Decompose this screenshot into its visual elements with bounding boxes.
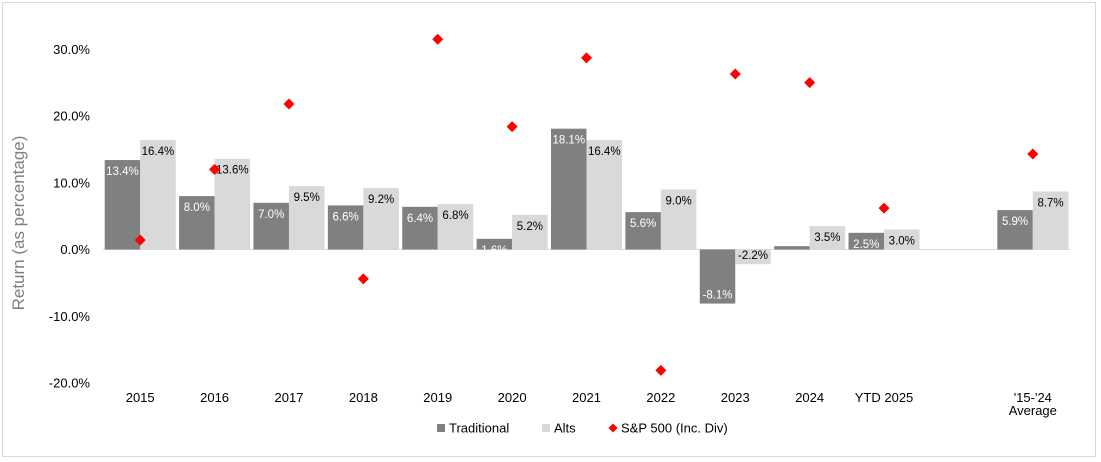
alts-bar [363,188,399,250]
alts-bar [586,140,622,250]
traditional-data-label: 8.0% [184,202,210,214]
sp500-marker [209,163,221,175]
alts-data-label: 9.2% [368,194,394,206]
traditional-data-label: 18.1% [552,135,585,147]
x-tick-label: 2022 [646,390,675,405]
x-tick-label: YTD 2025 [855,390,914,405]
traditional-data-label: 1.6% [481,245,507,257]
legend: Traditional Alts S&P 500 (Inc. Div) [437,421,728,436]
traditional-bar [848,232,885,250]
y-tick-label: -10.0% [49,309,91,324]
x-tick-label: 2016 [200,390,229,405]
sp500-marker [357,273,369,285]
alts-bar [809,226,846,250]
legend-swatch [437,424,445,432]
sp500-marker [729,68,741,80]
traditional-data-label: 6.6% [332,211,358,223]
sp500-marker [804,77,816,89]
y-tick-label: 0.0% [60,242,90,257]
traditional-bar [476,238,513,250]
traditional-data-label: -8.1% [702,290,732,302]
alts-data-label: 5.2% [517,221,543,233]
alts-data-label: 3.0% [889,235,915,247]
alts-bar [735,249,771,265]
x-tick-label: '15-'24 [1014,390,1052,405]
x-tick-label: 2023 [721,390,750,405]
x-tick-label: Average [1009,403,1057,418]
alts-data-label: 8.7% [1037,197,1063,209]
y-tick-label: 10.0% [53,175,90,190]
legend-swatch [608,423,618,433]
traditional-bar [551,128,587,250]
traditional-data-label: 2.5% [853,239,879,251]
alts-bar [1032,191,1069,250]
x-tick-label: 2020 [498,390,527,405]
x-tick-label: 2021 [572,390,601,405]
traditional-data-label: 6.4% [407,213,433,225]
y-tick-label: 20.0% [53,109,90,124]
alts-bar [140,140,176,250]
x-tick-label: 2019 [423,390,452,405]
traditional-data-label: 5.9% [1002,216,1028,228]
traditional-data-label: 0.5% [779,252,805,264]
y-tick-label: -20.0% [49,376,91,391]
sp500-marker [581,52,592,64]
traditional-bar [104,160,141,250]
traditional-data-label: 13.4% [106,166,139,178]
alts-bar [884,229,920,250]
traditional-bar [625,212,661,250]
traditional-data-label: 7.0% [258,209,284,221]
x-tick-label: 2024 [795,390,824,405]
traditional-bar [253,202,289,250]
alts-bar [214,158,251,250]
alts-bar [512,214,548,250]
alts-data-label: 3.5% [814,232,840,244]
traditional-bar [327,205,364,250]
traditional-bar [699,249,736,304]
traditional-bar [997,210,1033,250]
alts-bar [660,189,697,250]
alts-bar [288,186,325,250]
alts-data-label: 16.4% [588,146,621,158]
alts-data-label: 9.5% [294,192,320,204]
legend-swatch [542,424,550,432]
alts-data-label: 6.8% [442,210,468,222]
sp500-marker [655,364,667,376]
sp500-marker [134,234,146,246]
legend-label: S&P 500 (Inc. Div) [621,421,728,436]
sp500-marker [283,98,295,110]
traditional-bar [179,196,215,250]
traditional-bar [774,246,810,250]
y-axis-label: Return (as percentage) [9,136,28,311]
legend-label: Traditional [449,421,509,436]
sp500-marker [1027,148,1039,160]
sp500-marker [432,33,444,45]
alts-bar [437,204,474,250]
alts-data-label: -2.2% [738,250,768,262]
legend-label: Alts [554,421,576,436]
x-tick-label: 2018 [349,390,378,405]
sp500-marker [878,202,890,214]
alts-data-label: 13.6% [216,165,249,177]
traditional-bar [402,206,438,250]
x-tick-label: 2015 [126,390,155,405]
y-tick-label: 30.0% [53,42,90,57]
x-tick-label: 2017 [275,390,304,405]
traditional-data-label: 5.6% [630,218,656,230]
alts-data-label: 16.4% [142,146,175,158]
sp500-marker [506,121,518,133]
alts-data-label: 9.0% [666,195,692,207]
